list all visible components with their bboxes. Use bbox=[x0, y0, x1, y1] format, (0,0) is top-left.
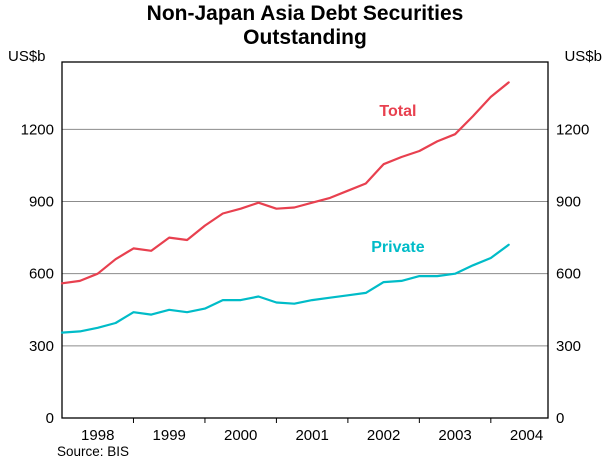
series-line-private bbox=[60, 243, 510, 334]
y-tick-label-left: 300 bbox=[29, 338, 54, 355]
y-tick-label-left: 900 bbox=[29, 194, 54, 211]
y-axis-unit-left: US$b bbox=[8, 48, 46, 65]
x-tick-label: 1998 bbox=[81, 427, 114, 444]
y-tick-label-right: 600 bbox=[556, 266, 581, 283]
plot-frame bbox=[61, 61, 549, 419]
y-tick-label-left: 0 bbox=[46, 410, 54, 427]
y-tick-label-right: 1200 bbox=[556, 121, 589, 138]
x-tick-label: 2002 bbox=[367, 427, 400, 444]
x-tick-label: 2004 bbox=[510, 427, 543, 444]
y-axis-unit-right: US$b bbox=[564, 48, 602, 65]
x-tick-label: 2003 bbox=[438, 427, 471, 444]
y-tick-label-right: 300 bbox=[556, 338, 581, 355]
y-tick-label-right: 0 bbox=[556, 410, 564, 427]
y-tick-label-left: 600 bbox=[29, 266, 54, 283]
y-tick-label-left: 1200 bbox=[21, 121, 54, 138]
chart-title: Non-Japan Asia Debt Securities Outstandi… bbox=[146, 2, 464, 50]
x-tick-label: 1999 bbox=[153, 427, 186, 444]
x-tick-label: 2000 bbox=[224, 427, 257, 444]
series-label-private: Private bbox=[371, 239, 424, 256]
x-tick-label: 2001 bbox=[295, 427, 328, 444]
source-note: Source: BIS bbox=[57, 444, 130, 459]
y-tick-label-right: 900 bbox=[556, 194, 581, 211]
series-label-total: Total bbox=[379, 103, 416, 120]
series-line-total bbox=[60, 81, 510, 285]
